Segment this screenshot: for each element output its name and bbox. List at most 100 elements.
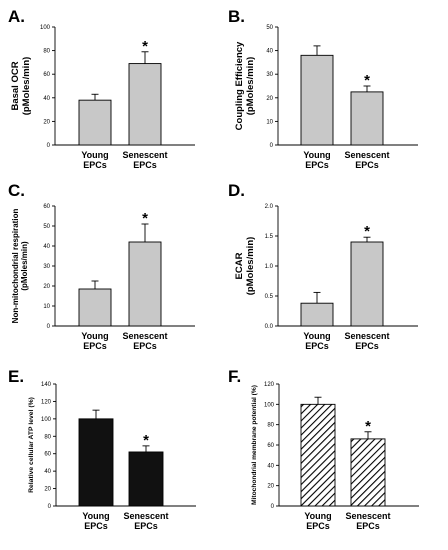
significance-marker: * bbox=[365, 418, 371, 435]
y-tick-label: 60 bbox=[43, 72, 50, 78]
panel-label: E. bbox=[8, 367, 24, 386]
category-label-line: EPCs bbox=[305, 160, 329, 170]
y-tick-label: 120 bbox=[41, 399, 52, 405]
bar bbox=[300, 54, 334, 146]
y-axis-label: Non-mitochondrial respiration(pMoles/min… bbox=[11, 209, 29, 324]
y-tick-label: 10 bbox=[43, 304, 50, 310]
category-label-line: Young bbox=[81, 331, 108, 341]
bar bbox=[300, 403, 336, 507]
y-axis-label-line: Basal OCR bbox=[10, 61, 21, 110]
y-tick-label: 2.0 bbox=[265, 204, 274, 210]
chart-panel: C. 0 10 20 30 40 50 60 Non-mitochondrial respira… bbox=[8, 181, 195, 351]
y-tick-label: 40 bbox=[266, 49, 273, 55]
category-label-line: Senescent bbox=[344, 331, 389, 341]
category-label-line: EPCs bbox=[356, 521, 380, 531]
category-label-line: EPCs bbox=[83, 160, 107, 170]
y-tick-label: 40 bbox=[44, 469, 51, 475]
category-label: Senescent EPCs bbox=[344, 331, 389, 351]
y-tick-label: 40 bbox=[43, 244, 50, 250]
chart-panel: F. 0 20 40 60 80 100 120 Mitochondrial membrane … bbox=[228, 367, 419, 531]
y-axis-label-line: Coupling Efficiency bbox=[234, 41, 245, 130]
panel-label: A. bbox=[8, 7, 25, 26]
chart-panel: A. 0 20 40 60 80 100 Basal OCR(pMoles/min) Young… bbox=[8, 7, 195, 170]
significance-marker: * bbox=[364, 72, 370, 89]
y-axis-label-line: Relative cellular ATP level (%) bbox=[28, 397, 35, 493]
y-axis-label-line: (pMoles/min) bbox=[245, 57, 256, 116]
bar bbox=[78, 99, 112, 146]
y-tick-label: 60 bbox=[267, 443, 274, 449]
category-label-line: Young bbox=[303, 150, 330, 160]
panel-label: F. bbox=[228, 367, 241, 386]
chart-panel: E. 0 20 40 60 80 100 120 140 Relative cellular AT… bbox=[8, 367, 196, 531]
y-tick-label: 20 bbox=[266, 96, 273, 102]
y-tick-label: 0 bbox=[47, 324, 51, 330]
category-label-line: EPCs bbox=[133, 160, 157, 170]
category-label-line: Young bbox=[303, 331, 330, 341]
category-label: Young EPCs bbox=[303, 150, 330, 170]
category-label: Senescent EPCs bbox=[344, 150, 389, 170]
y-tick-label: 40 bbox=[267, 463, 274, 469]
category-label-line: Young bbox=[81, 150, 108, 160]
y-tick-label: 0.0 bbox=[265, 324, 274, 330]
bar bbox=[128, 451, 164, 507]
category-label-line: EPCs bbox=[306, 521, 330, 531]
panel-label: D. bbox=[228, 181, 245, 200]
y-tick-label: 20 bbox=[267, 484, 274, 490]
y-tick-label: 50 bbox=[266, 25, 273, 31]
category-label-line: EPCs bbox=[84, 521, 108, 531]
bar bbox=[78, 418, 114, 507]
y-tick-label: 0 bbox=[270, 143, 274, 149]
y-tick-label: 10 bbox=[266, 119, 273, 125]
bar bbox=[350, 241, 384, 327]
y-tick-label: 0 bbox=[271, 504, 275, 510]
y-tick-label: 20 bbox=[43, 119, 50, 125]
category-label-line: EPCs bbox=[134, 521, 158, 531]
y-tick-label: 40 bbox=[43, 96, 50, 102]
category-label: Senescent EPCs bbox=[123, 511, 168, 531]
y-tick-label: 80 bbox=[44, 434, 51, 440]
category-label: Young EPCs bbox=[304, 511, 331, 531]
y-axis-label-line: (pMoles/min) bbox=[245, 237, 256, 296]
bar bbox=[350, 91, 384, 146]
y-tick-label: 20 bbox=[43, 284, 50, 290]
category-label-line: EPCs bbox=[355, 341, 379, 351]
y-tick-label: 60 bbox=[44, 452, 51, 458]
y-tick-label: 80 bbox=[43, 49, 50, 55]
category-label: Senescent EPCs bbox=[122, 150, 167, 170]
category-label: Young EPCs bbox=[81, 331, 108, 351]
bar bbox=[300, 302, 334, 327]
y-tick-label: 120 bbox=[264, 382, 275, 388]
category-label-line: EPCs bbox=[133, 341, 157, 351]
y-tick-label: 0.5 bbox=[265, 294, 274, 300]
category-label-line: Young bbox=[82, 511, 109, 521]
bar bbox=[78, 288, 112, 327]
bar bbox=[128, 241, 162, 327]
category-label-line: EPCs bbox=[305, 341, 329, 351]
significance-marker: * bbox=[142, 38, 148, 55]
chart-panel: B. 0 10 20 30 40 50 Coupling Efficiency(pMoles/… bbox=[228, 7, 418, 170]
y-tick-label: 80 bbox=[267, 423, 274, 429]
y-axis-label-line: Non-mitochondrial respiration bbox=[11, 209, 20, 324]
significance-marker: * bbox=[142, 210, 148, 227]
y-tick-label: 100 bbox=[40, 25, 51, 31]
y-tick-label: 0 bbox=[47, 143, 51, 149]
category-label-line: Young bbox=[304, 511, 331, 521]
y-axis-label: Mitochondrial membrane potential (%) bbox=[251, 385, 258, 505]
category-label: Senescent EPCs bbox=[122, 331, 167, 351]
y-tick-label: 60 bbox=[43, 204, 50, 210]
category-label-line: Senescent bbox=[122, 331, 167, 341]
y-axis-label-line: Mitochondrial membrane potential (%) bbox=[251, 385, 258, 505]
y-axis-label-line: (pMoles/min) bbox=[21, 57, 32, 116]
y-tick-label: 100 bbox=[264, 402, 275, 408]
bar bbox=[128, 63, 162, 146]
y-axis-label: ECAR(pMoles/min) bbox=[234, 237, 256, 296]
y-axis-label-line: ECAR bbox=[234, 252, 245, 279]
significance-marker: * bbox=[364, 223, 370, 240]
y-axis-label: Relative cellular ATP level (%) bbox=[28, 397, 35, 493]
panel-label: C. bbox=[8, 181, 25, 200]
y-tick-label: 20 bbox=[44, 487, 51, 493]
category-label-line: Senescent bbox=[344, 150, 389, 160]
y-tick-label: 140 bbox=[41, 382, 52, 388]
